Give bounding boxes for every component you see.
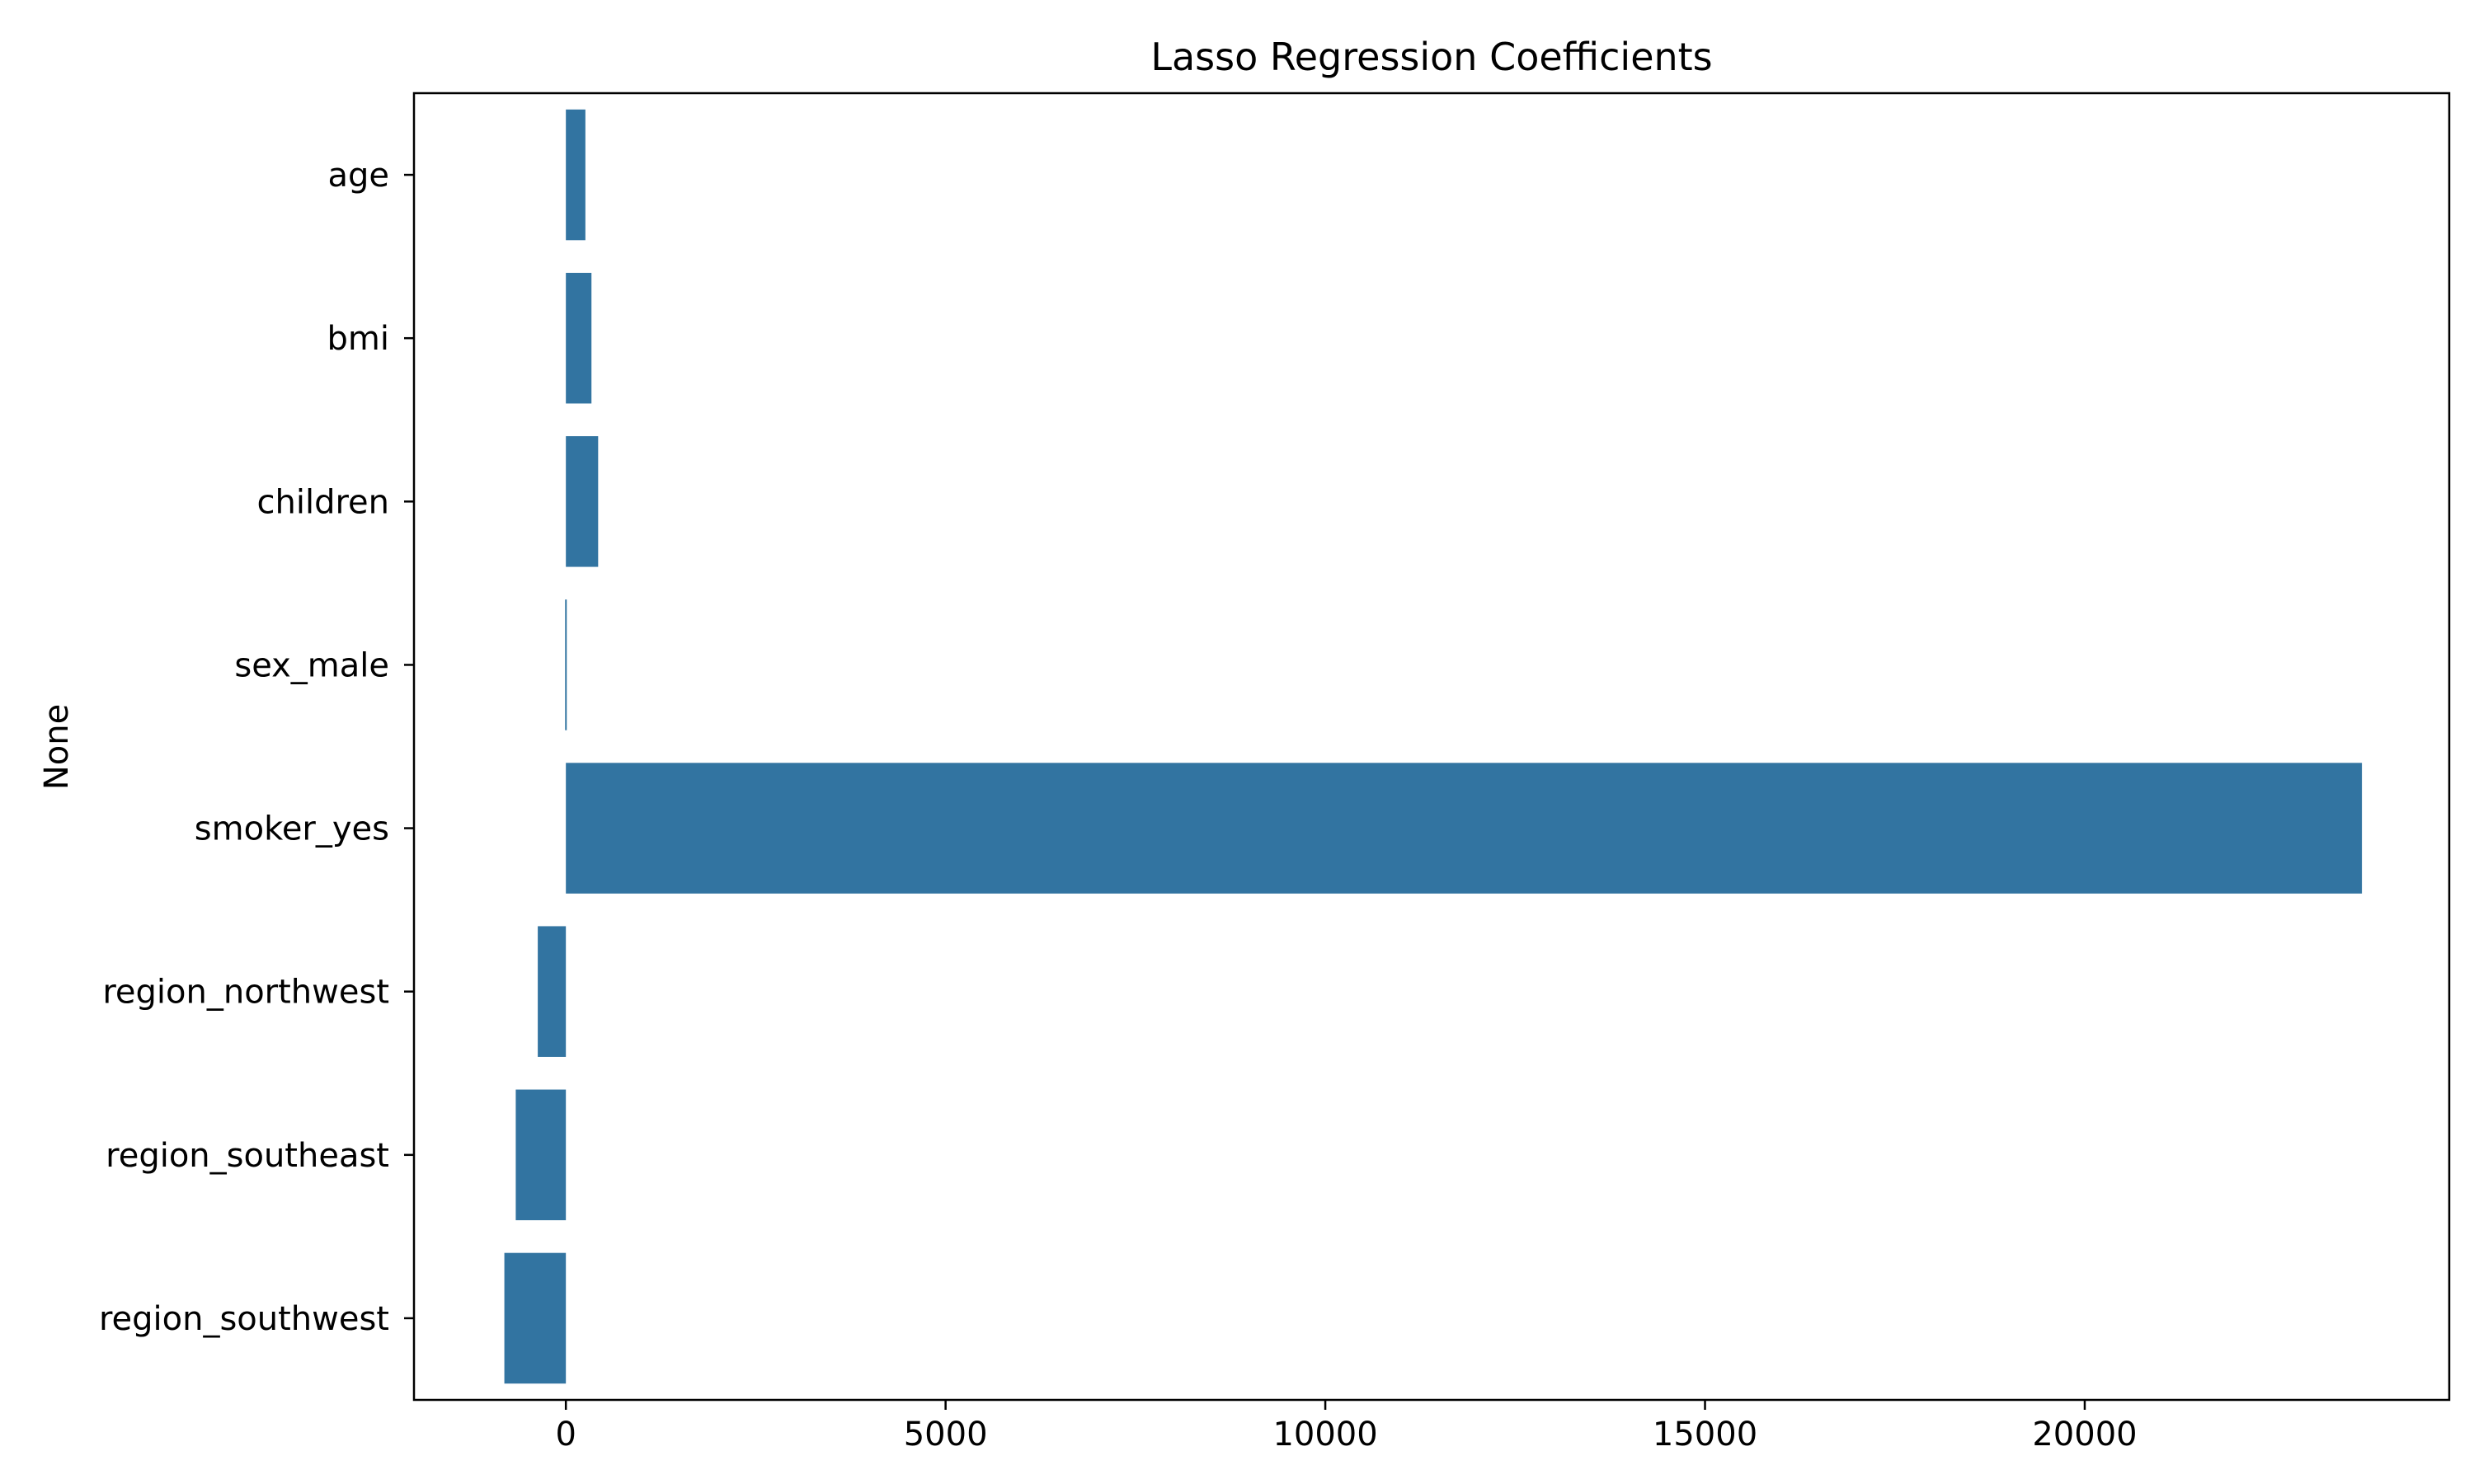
y-tick-label: smoker_yes (195, 810, 389, 848)
bar-sex-male (565, 599, 567, 730)
x-tick-label: 15000 (1653, 1416, 1757, 1453)
ticks-layer: age bmi children sex_male smoker_yes region_n… (99, 157, 2138, 1453)
bar-smoker-yes (566, 763, 2363, 894)
y-axis-label: None (38, 704, 76, 790)
bar-region-southwest (504, 1252, 567, 1384)
y-tick-label: children (257, 483, 390, 521)
x-tick-label: 10000 (1272, 1416, 1377, 1453)
bar-region-northwest (538, 926, 567, 1057)
bars-layer (504, 109, 2363, 1384)
x-tick-label: 20000 (2032, 1416, 2137, 1453)
y-tick-label: region_northwest (102, 974, 389, 1012)
x-tick-label: 0 (555, 1416, 576, 1453)
y-tick-label: sex_male (234, 646, 389, 684)
bar-age (566, 109, 586, 241)
y-tick-label: age (327, 157, 389, 195)
y-tick-label: region_southwest (99, 1300, 389, 1338)
y-tick-label: region_southeast (106, 1137, 389, 1175)
x-tick-label: 5000 (904, 1416, 988, 1453)
chart-title: Lasso Regression Coefficients (1150, 35, 1712, 79)
y-tick-label: bmi (327, 320, 389, 358)
bar-region-southeast (515, 1089, 567, 1221)
bar-bmi (566, 272, 592, 404)
plot-area-frame (412, 92, 2451, 1402)
bar-children (566, 436, 599, 567)
